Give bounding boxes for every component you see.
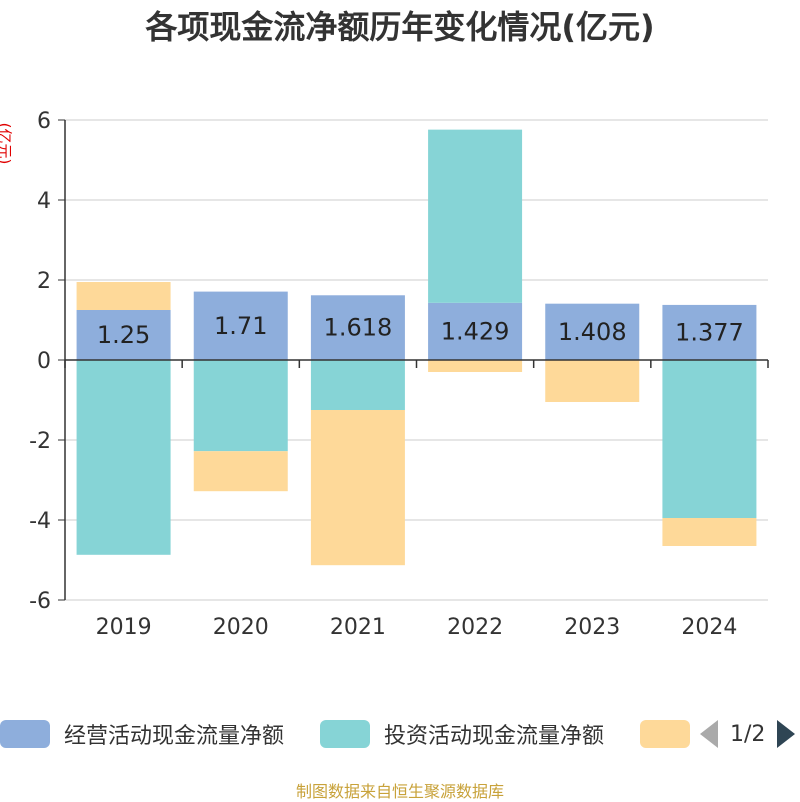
data-label-2020: 1.71 — [214, 312, 267, 340]
y-tick-label: 4 — [37, 189, 51, 214]
legend: 经营活动现金流量净额 投资活动现金流量净额 1/2 — [0, 712, 800, 756]
bar-operating-2021 — [310, 295, 405, 360]
x-tick-label: 2021 — [330, 615, 386, 640]
x-tick-label: 2019 — [96, 615, 152, 640]
x-tick-label: 2022 — [447, 615, 503, 640]
legend-item-investing[interactable]: 投资活动现金流量净额 — [320, 718, 604, 750]
chart-title: 各项现金流净额历年变化情况(亿元) — [145, 8, 655, 46]
bar-financing-2024 — [662, 518, 757, 546]
bar-financing-2023 — [545, 360, 640, 402]
x-tick-label: 2020 — [213, 615, 269, 640]
bar-investing-2019 — [76, 360, 171, 555]
legend-page-indicator: 1/2 — [730, 721, 766, 747]
y-tick-label: -2 — [29, 429, 51, 454]
stacked-bar-chart: 6 4 2 0 -2 -4 -6 1.25 2019 1.71 2020 1.618 2021 1.429… — [29, 109, 769, 640]
y-tick-label: -4 — [29, 509, 51, 534]
data-label-2023: 1.408 — [558, 318, 627, 346]
next-page-icon[interactable] — [777, 720, 796, 748]
y-tick-label: 0 — [37, 349, 51, 374]
bar-investing-2021 — [310, 360, 405, 410]
bar-financing-2020 — [193, 451, 288, 492]
prev-page-icon[interactable] — [700, 720, 718, 748]
bar-operating-2022 — [428, 302, 523, 360]
data-label-2024: 1.377 — [675, 318, 744, 346]
bar-financing-2022 — [428, 360, 523, 372]
legend-swatch-operating — [0, 720, 50, 748]
y-tick-label: 2 — [37, 269, 51, 294]
legend-label-investing: 投资活动现金流量净额 — [384, 724, 605, 749]
y-tick-label: -6 — [29, 589, 51, 614]
bar-operating-2024 — [662, 304, 757, 360]
bar-operating-2023 — [545, 303, 640, 360]
bar-operating-2020 — [193, 291, 288, 360]
legend-label-operating: 经营活动现金流量净额 — [64, 724, 285, 749]
bar-investing-2024 — [662, 360, 757, 518]
legend-item-operating[interactable]: 经营活动现金流量净额 — [0, 718, 284, 750]
data-label-2021: 1.618 — [324, 314, 393, 342]
bar-operating-2019 — [76, 310, 171, 360]
bar-financing-2019 — [76, 282, 171, 310]
legend-pager: 1/2 — [700, 720, 796, 748]
source-footer: 制图数据来自恒生聚源数据库 — [295, 782, 504, 801]
x-tick-label: 2023 — [564, 615, 620, 640]
bar-financing-2021 — [310, 410, 405, 566]
data-label-2022: 1.429 — [441, 317, 510, 345]
legend-swatch-investing — [320, 720, 370, 748]
y-tick-label: 6 — [37, 109, 51, 134]
legend-item-financing[interactable] — [640, 718, 704, 750]
bar-investing-2022 — [428, 129, 523, 303]
x-tick-label: 2024 — [681, 615, 737, 640]
legend-swatch-financing — [640, 720, 690, 748]
data-label-2019: 1.25 — [97, 321, 150, 349]
bar-investing-2020 — [193, 360, 288, 452]
